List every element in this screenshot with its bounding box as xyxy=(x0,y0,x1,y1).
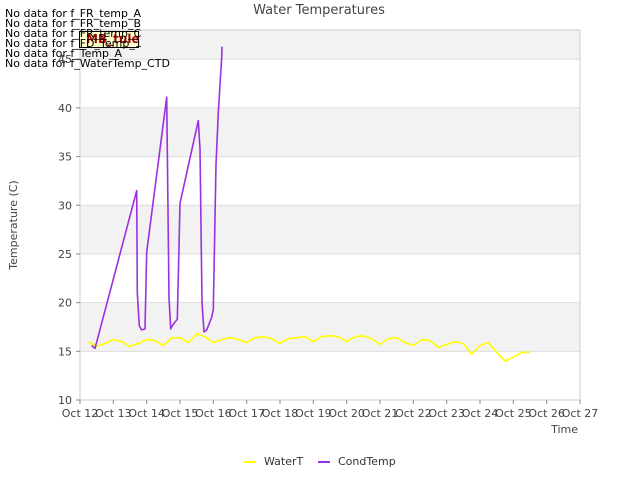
no-data-message: No data for f_FD_Temp_1 xyxy=(5,37,142,50)
plot-band xyxy=(80,59,580,108)
plot-band xyxy=(80,205,580,254)
chart-title: Water Temperatures xyxy=(253,3,385,18)
x-tick-label: Oct 23 xyxy=(428,407,465,420)
series-line-condtemp xyxy=(91,46,223,350)
no-data-message: No data for f_FR_temp_C xyxy=(5,27,142,40)
y-tick-label: 45 xyxy=(58,53,72,66)
y-axis-label: Temperature (C) xyxy=(7,180,20,270)
y-tick-label: 40 xyxy=(58,102,72,115)
plot-band xyxy=(80,302,580,352)
legend-label: WaterT xyxy=(264,455,304,468)
no-data-message: No data for f_FR_temp_A xyxy=(5,7,141,20)
x-tick-label: Oct 22 xyxy=(395,407,432,420)
plot-background xyxy=(80,30,580,400)
x-tick-label: Oct 27 xyxy=(562,407,599,420)
y-tick-label: 20 xyxy=(58,297,72,310)
x-tick-label: Oct 26 xyxy=(528,407,565,420)
y-axis-ticks: 10 15 20 25 30 35 40 45 xyxy=(58,53,80,407)
y-tick-label: 10 xyxy=(58,394,72,407)
x-tick-label: Oct 16 xyxy=(195,407,232,420)
x-tick-label: Oct 20 xyxy=(328,407,365,420)
plot-band xyxy=(80,253,580,303)
site-badge: MB_tule xyxy=(79,31,140,48)
series-layer xyxy=(87,46,530,362)
plot-band xyxy=(80,351,580,400)
x-axis-label: Time xyxy=(550,423,578,436)
plot-band xyxy=(80,30,580,60)
x-tick-label: Oct 15 xyxy=(162,407,199,420)
plot-band xyxy=(80,156,580,206)
x-tick-label: Oct 21 xyxy=(362,407,399,420)
y-tick-label: 30 xyxy=(58,199,72,212)
x-tick-label: Oct 14 xyxy=(128,407,165,420)
plot-band xyxy=(80,107,580,157)
legend-label: CondTemp xyxy=(338,455,396,468)
series-line-watert xyxy=(87,333,530,362)
x-tick-label: Oct 13 xyxy=(95,407,132,420)
x-tick-label: Oct 12 xyxy=(62,407,99,420)
no-data-message: No data for f_Temp_A xyxy=(5,47,123,60)
no-data-message: No data for f_WaterTemp_CTD xyxy=(5,57,170,70)
x-tick-label: Oct 17 xyxy=(228,407,265,420)
y-tick-label: 35 xyxy=(58,151,72,164)
x-tick-label: Oct 24 xyxy=(462,407,499,420)
no-data-message: No data for f_FR_temp_B xyxy=(5,17,142,30)
x-tick-label: Oct 18 xyxy=(262,407,299,420)
x-tick-label: Oct 19 xyxy=(295,407,332,420)
x-tick-label: Oct 25 xyxy=(495,407,532,420)
legend: WaterT CondTemp xyxy=(244,455,396,468)
y-tick-label: 25 xyxy=(58,248,72,261)
y-tick-label: 15 xyxy=(58,345,72,358)
plot-frame xyxy=(79,29,581,401)
